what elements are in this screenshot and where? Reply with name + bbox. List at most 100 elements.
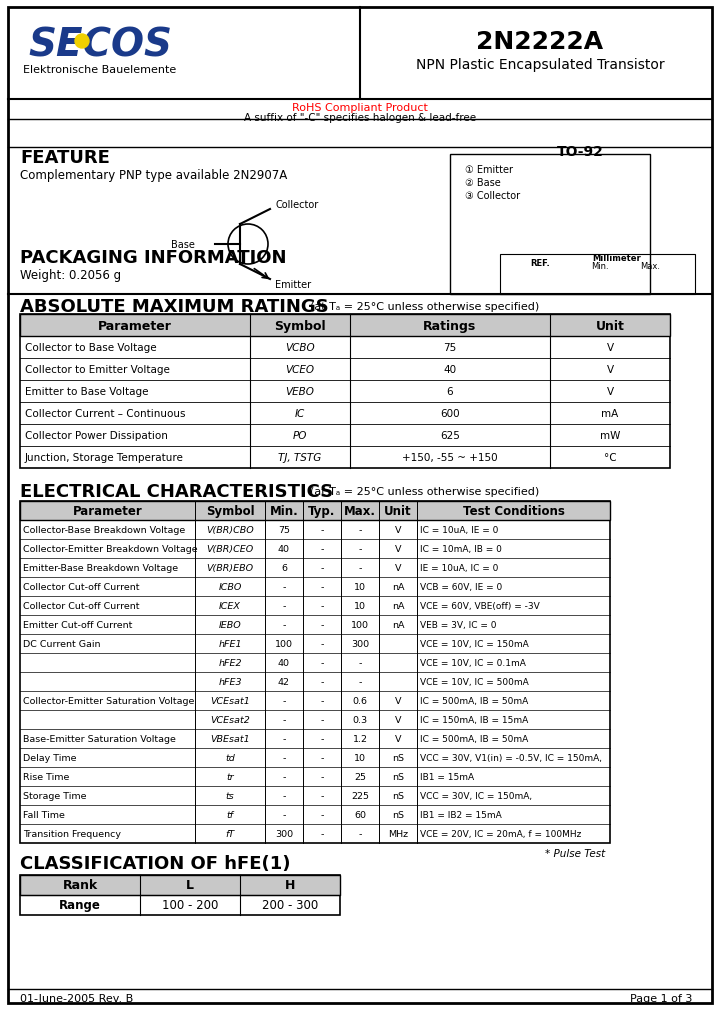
Text: Max.: Max. bbox=[344, 504, 376, 518]
Text: tf: tf bbox=[226, 810, 233, 819]
Text: Junction, Storage Temperature: Junction, Storage Temperature bbox=[25, 453, 184, 463]
Text: Fall Time: Fall Time bbox=[23, 810, 65, 819]
Bar bbox=[450, 155, 650, 295]
Text: Max.: Max. bbox=[640, 261, 660, 270]
Text: RoHS Compliant Product: RoHS Compliant Product bbox=[292, 103, 428, 113]
Text: -: - bbox=[320, 829, 324, 838]
Text: VEBO: VEBO bbox=[286, 386, 315, 396]
Text: VCE = 10V, IC = 0.1mA: VCE = 10V, IC = 0.1mA bbox=[420, 658, 526, 667]
Text: -: - bbox=[282, 697, 286, 706]
Text: V(BR)CBO: V(BR)CBO bbox=[206, 526, 254, 535]
Text: V(BR)CEO: V(BR)CEO bbox=[207, 545, 253, 553]
Text: V(BR)EBO: V(BR)EBO bbox=[207, 563, 253, 572]
Text: V: V bbox=[606, 343, 613, 353]
Bar bbox=[20, 876, 340, 895]
Text: V: V bbox=[395, 734, 401, 743]
Text: V: V bbox=[606, 386, 613, 396]
Text: IC = 10mA, IB = 0: IC = 10mA, IB = 0 bbox=[420, 545, 502, 553]
Text: IB1 = 15mA: IB1 = 15mA bbox=[420, 772, 474, 782]
Text: 40: 40 bbox=[278, 545, 290, 553]
Text: Rank: Rank bbox=[63, 879, 98, 892]
Text: DC Current Gain: DC Current Gain bbox=[23, 639, 101, 648]
Text: Emitter to Base Voltage: Emitter to Base Voltage bbox=[25, 386, 148, 396]
Text: CLASSIFICATION OF hFE(1): CLASSIFICATION OF hFE(1) bbox=[20, 854, 290, 872]
Bar bbox=[20, 876, 340, 915]
Text: 40: 40 bbox=[444, 365, 456, 375]
Text: Delay Time: Delay Time bbox=[23, 753, 76, 762]
Text: 75: 75 bbox=[278, 526, 290, 535]
Text: Unit: Unit bbox=[595, 319, 624, 333]
Text: fT: fT bbox=[225, 829, 235, 838]
Text: 0.3: 0.3 bbox=[352, 716, 368, 724]
Text: Millimeter: Millimeter bbox=[593, 253, 642, 262]
Text: nS: nS bbox=[392, 792, 404, 801]
Text: IC = 500mA, IB = 50mA: IC = 500mA, IB = 50mA bbox=[420, 734, 528, 743]
Text: +150, -55 ~ +150: +150, -55 ~ +150 bbox=[402, 453, 498, 463]
Text: VCC = 30V, V1(in) = -0.5V, IC = 150mA,: VCC = 30V, V1(in) = -0.5V, IC = 150mA, bbox=[420, 753, 602, 762]
Text: Base-Emitter Saturation Voltage: Base-Emitter Saturation Voltage bbox=[23, 734, 176, 743]
Text: hFE3: hFE3 bbox=[218, 677, 242, 686]
Text: Weight: 0.2056 g: Weight: 0.2056 g bbox=[20, 268, 121, 281]
Text: Emitter Cut-off Current: Emitter Cut-off Current bbox=[23, 621, 132, 630]
Text: 300: 300 bbox=[351, 639, 369, 648]
Text: V: V bbox=[395, 697, 401, 706]
Text: ② Base: ② Base bbox=[465, 178, 500, 188]
Text: Parameter: Parameter bbox=[73, 504, 143, 518]
Text: -: - bbox=[320, 639, 324, 648]
Text: IC = 150mA, IB = 15mA: IC = 150mA, IB = 15mA bbox=[420, 716, 528, 724]
Text: nS: nS bbox=[392, 772, 404, 782]
Text: nA: nA bbox=[392, 582, 404, 591]
Bar bbox=[500, 255, 695, 295]
Text: -: - bbox=[282, 734, 286, 743]
Text: 6: 6 bbox=[446, 386, 454, 396]
Text: FEATURE: FEATURE bbox=[20, 149, 110, 167]
Text: -: - bbox=[282, 582, 286, 591]
Text: ABSOLUTE MAXIMUM RATINGS: ABSOLUTE MAXIMUM RATINGS bbox=[20, 297, 329, 315]
Text: V: V bbox=[395, 545, 401, 553]
Text: 6: 6 bbox=[281, 563, 287, 572]
Bar bbox=[20, 314, 670, 468]
Text: NPN Plastic Encapsulated Transistor: NPN Plastic Encapsulated Transistor bbox=[415, 58, 665, 72]
Text: Complementary PNP type available 2N2907A: Complementary PNP type available 2N2907A bbox=[20, 169, 287, 181]
Text: Collector to Base Voltage: Collector to Base Voltage bbox=[25, 343, 157, 353]
Text: 600: 600 bbox=[440, 408, 460, 419]
Text: VEB = 3V, IC = 0: VEB = 3V, IC = 0 bbox=[420, 621, 497, 630]
Text: (at Tₐ = 25°C unless otherwise specified): (at Tₐ = 25°C unless otherwise specified… bbox=[310, 486, 539, 496]
Text: IC: IC bbox=[295, 408, 305, 419]
Text: VCEO: VCEO bbox=[286, 365, 315, 375]
Text: 200 - 300: 200 - 300 bbox=[262, 899, 318, 912]
Bar bbox=[20, 501, 610, 521]
Text: 0.6: 0.6 bbox=[353, 697, 367, 706]
Circle shape bbox=[75, 35, 89, 49]
Text: -: - bbox=[282, 772, 286, 782]
Text: 625: 625 bbox=[440, 431, 460, 441]
Text: nS: nS bbox=[392, 753, 404, 762]
Text: td: td bbox=[225, 753, 235, 762]
Text: -: - bbox=[320, 563, 324, 572]
Text: PACKAGING INFORMATION: PACKAGING INFORMATION bbox=[20, 249, 287, 267]
Text: -: - bbox=[320, 602, 324, 611]
Text: nS: nS bbox=[392, 810, 404, 819]
Text: -: - bbox=[359, 829, 361, 838]
Text: Collector Power Dissipation: Collector Power Dissipation bbox=[25, 431, 168, 441]
Text: VCE = 60V, VBE(off) = -3V: VCE = 60V, VBE(off) = -3V bbox=[420, 602, 540, 611]
Text: -: - bbox=[282, 810, 286, 819]
Text: VCBO: VCBO bbox=[285, 343, 315, 353]
Text: L: L bbox=[186, 879, 194, 892]
Text: Min.: Min. bbox=[269, 504, 298, 518]
Text: Collector Cut-off Current: Collector Cut-off Current bbox=[23, 602, 140, 611]
Text: V: V bbox=[606, 365, 613, 375]
Text: IC = 500mA, IB = 50mA: IC = 500mA, IB = 50mA bbox=[420, 697, 528, 706]
Text: Ratings: Ratings bbox=[423, 319, 477, 333]
Text: hFE2: hFE2 bbox=[218, 658, 242, 667]
Text: V: V bbox=[395, 716, 401, 724]
Text: Collector-Emitter Breakdown Voltage: Collector-Emitter Breakdown Voltage bbox=[23, 545, 197, 553]
Text: -: - bbox=[320, 810, 324, 819]
Text: mW: mW bbox=[600, 431, 620, 441]
Text: V: V bbox=[395, 563, 401, 572]
Text: -: - bbox=[320, 697, 324, 706]
Text: 60: 60 bbox=[354, 810, 366, 819]
Text: Parameter: Parameter bbox=[98, 319, 172, 333]
Text: -: - bbox=[320, 582, 324, 591]
Text: REF.: REF. bbox=[530, 258, 550, 267]
